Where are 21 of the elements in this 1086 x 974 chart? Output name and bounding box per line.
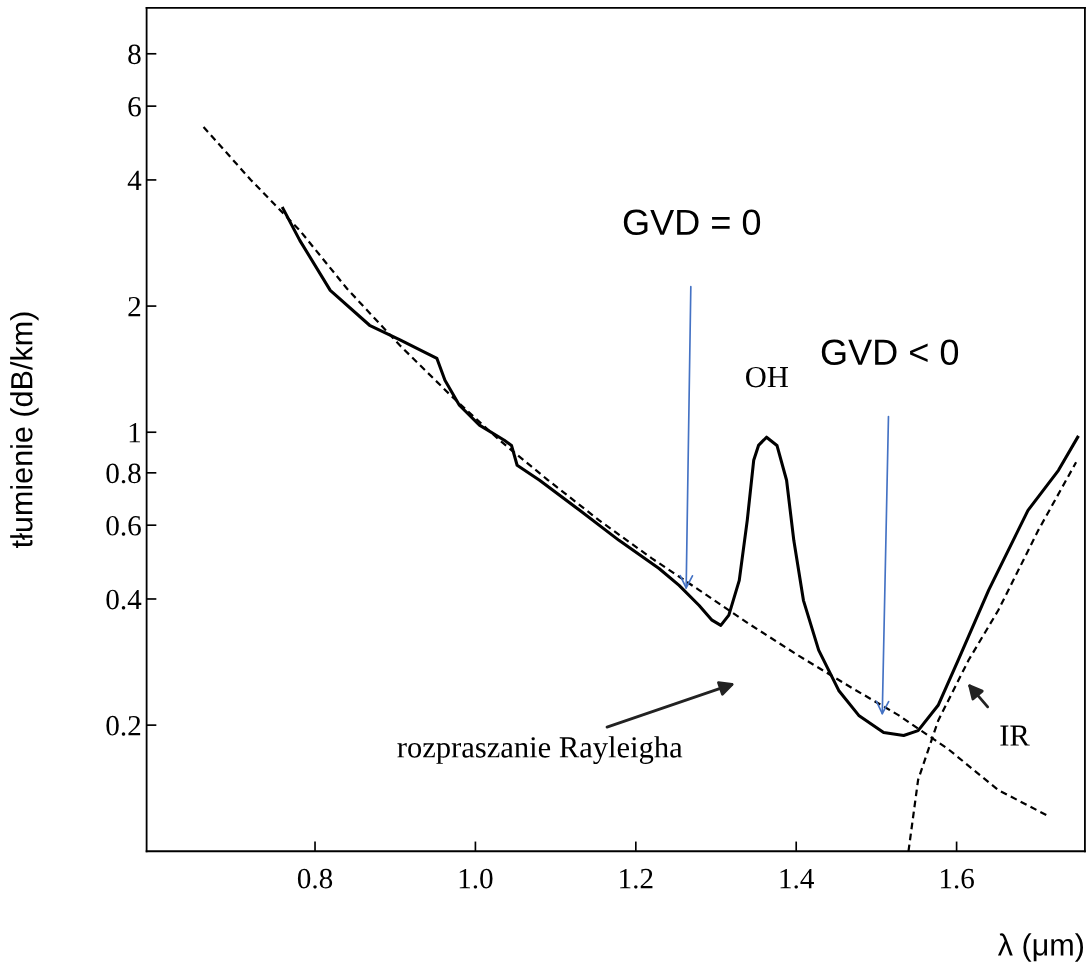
x-tick-label: 1.6 (940, 868, 974, 889)
y-tick-label: 0.4 (106, 589, 142, 610)
x-tick-label: 1.2 (620, 868, 653, 889)
x-tick-label: 1.0 (459, 868, 493, 889)
annotation: GVD = 0 (623, 209, 761, 236)
y-tick-label: 2 (128, 296, 141, 317)
x-axis-title: λ (μm) (997, 933, 1084, 962)
annotation: OH (746, 366, 788, 388)
y-tick-label: 8 (128, 44, 141, 65)
annotation: IR (1000, 725, 1030, 746)
x-tick-label: 1.4 (780, 868, 814, 889)
y-tick-label: 6 (128, 96, 141, 117)
y-tick-label: 0.8 (106, 463, 141, 484)
annotation: rozpraszanie Rayleigha (397, 736, 683, 764)
annotation: GVD < 0 (821, 339, 959, 365)
y-tick-label: 4 (127, 170, 142, 191)
y-tick-label: 0.2 (106, 715, 141, 736)
x-tick-label: 0.8 (297, 868, 333, 889)
y-tick-label: 1 (129, 423, 140, 443)
y-axis-title: tłumienie (dB/km) (10, 312, 39, 548)
y-tick-label: 0.6 (106, 515, 141, 536)
